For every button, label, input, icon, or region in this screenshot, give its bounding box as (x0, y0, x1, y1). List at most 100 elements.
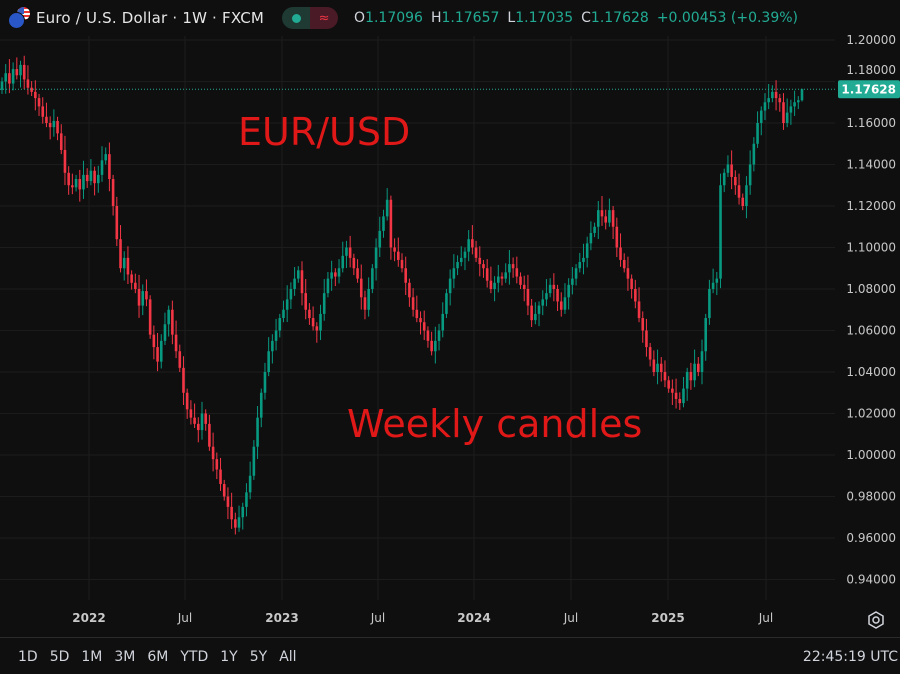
y-tick-label: 1.10000 (846, 241, 896, 255)
candle-down (34, 91, 37, 99)
candle-down (430, 340, 433, 352)
candle-down (604, 216, 608, 223)
candle-up (582, 257, 585, 263)
candle-down (396, 251, 400, 260)
x-tick-label: 2024 (457, 611, 490, 625)
candle-down (130, 274, 133, 283)
candle-up (100, 160, 104, 175)
candle-down (730, 164, 733, 177)
candle-up (467, 239, 470, 252)
candle-down (26, 79, 30, 88)
candle-up (263, 372, 267, 393)
candle-down (137, 289, 141, 306)
candle-down (511, 264, 515, 269)
candle-down (185, 392, 189, 410)
candle-down (300, 270, 304, 294)
candle-up (763, 102, 767, 111)
candle-down (667, 380, 670, 389)
candle-down (45, 116, 48, 123)
candle-up (656, 363, 659, 372)
candle-down (393, 247, 396, 252)
candle-up (367, 289, 370, 310)
clock[interactable]: 22:45:19 UTC (802, 649, 898, 665)
candle-down (359, 278, 363, 298)
range-6m[interactable]: 6M (147, 649, 169, 665)
candle-down (552, 284, 556, 289)
candle-down (152, 334, 156, 348)
candle-down (404, 268, 408, 283)
candle-up (759, 110, 763, 123)
price-chart[interactable]: 1.20000 1.18000 1.16000 1.14000 1.12000 1.100… (0, 0, 900, 640)
candle-up (567, 284, 570, 298)
candle-down (67, 172, 70, 186)
x-tick-label: 2022 (72, 611, 105, 625)
candle-up (719, 185, 722, 279)
candle-down (308, 309, 311, 319)
candle-up (767, 98, 770, 103)
candle-up (4, 73, 8, 82)
candle-up (374, 247, 378, 269)
candle-down (400, 259, 404, 269)
candle-down (600, 210, 604, 217)
candle-up (704, 318, 708, 352)
y-tick-label: 1.00000 (846, 448, 896, 462)
range-all[interactable]: All (279, 649, 297, 665)
delayed-data-icon: ≈ (310, 7, 339, 29)
range-1d[interactable]: 1D (18, 649, 38, 665)
candle-down (93, 170, 96, 184)
candle-down (234, 519, 237, 528)
candle-down (626, 268, 630, 279)
candle-down (489, 280, 493, 289)
ohlc-legend: O1.17096 H1.17657 L1.17035 C1.17628 +0.0… (354, 10, 798, 26)
eur-usd-flag-icon (8, 7, 30, 29)
candle-down (189, 409, 193, 418)
candle-down (500, 276, 504, 279)
candle-down (485, 268, 489, 281)
candle-down (389, 199, 393, 248)
candle-down (156, 347, 159, 362)
range-1y[interactable]: 1Y (220, 649, 238, 665)
status-pill[interactable]: ≈ (282, 7, 339, 29)
candle-up (104, 154, 108, 161)
close-label: C (581, 10, 591, 26)
symbol-title[interactable]: Euro / U.S. Dollar · 1W · FXCM (36, 9, 265, 27)
candle-up (596, 210, 600, 227)
candle-up (441, 313, 445, 331)
candle-down (171, 309, 174, 335)
candle-up (248, 475, 252, 493)
candle-up (685, 372, 689, 389)
candle-up (715, 278, 719, 283)
candle-up (52, 120, 56, 128)
close-value: 1.17628 (590, 10, 649, 26)
range-5y[interactable]: 5Y (249, 649, 268, 665)
candle-up (756, 123, 759, 144)
candle-down (663, 372, 667, 381)
candle-down (645, 330, 648, 348)
candle-up (385, 199, 389, 217)
candle-up (800, 89, 804, 101)
candle-up (693, 363, 696, 381)
candle-up (326, 278, 330, 294)
x-tick-label: Jul (177, 611, 192, 625)
candle-down (474, 247, 478, 258)
candle-up (708, 289, 711, 319)
candle-up (337, 268, 341, 277)
chart-header: Euro / U.S. Dollar · 1W · FXCM ≈ O1.1709… (0, 0, 900, 36)
candle-down (108, 154, 111, 180)
range-5d[interactable]: 5D (49, 649, 70, 665)
range-3m[interactable]: 3M (114, 649, 136, 665)
y-tick-label: 1.06000 (846, 324, 896, 338)
candle-down (778, 98, 782, 103)
range-ytd[interactable]: YTD (180, 649, 209, 665)
y-tick-label: 1.08000 (846, 282, 896, 296)
x-tick-label: Jul (563, 611, 578, 625)
settings-gear-icon[interactable] (866, 610, 886, 630)
candle-up (167, 309, 170, 325)
candle-up (256, 417, 259, 447)
candle-down (226, 496, 230, 507)
change-value: +0.00453 (+0.39%) (656, 10, 799, 26)
annotation-pair: EUR/USD (238, 110, 411, 154)
range-1m[interactable]: 1M (81, 649, 103, 665)
candle-up (141, 291, 145, 306)
annotation-subtitle: Weekly candles (347, 402, 643, 446)
